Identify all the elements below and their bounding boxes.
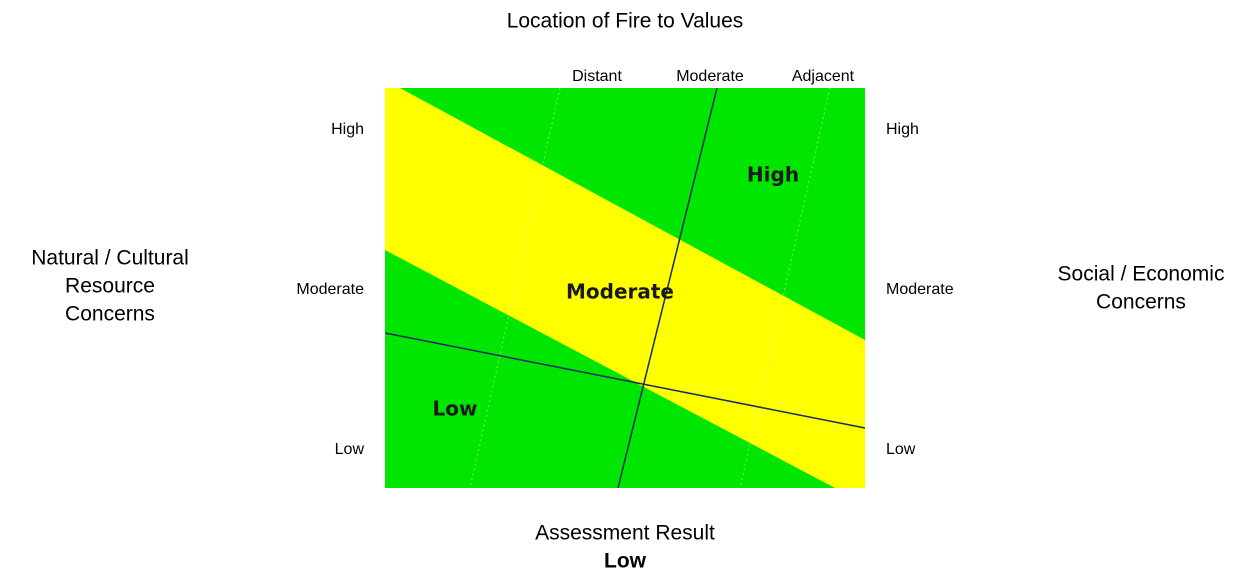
location-line — [617, 87, 718, 489]
yellow-band — [385, 88, 865, 488]
right-title: Concerns — [1096, 291, 1186, 314]
right-level: High — [886, 121, 919, 138]
right-title: Social / Economic — [1058, 263, 1225, 286]
top-label: Moderate — [676, 68, 744, 85]
title: Location of Fire to Values — [507, 10, 744, 33]
result-label: Assessment Result — [535, 522, 715, 545]
left-title: Concerns — [65, 303, 155, 326]
zone-label: High — [747, 163, 799, 187]
top-label: Adjacent — [792, 68, 855, 85]
matrix: High Moderate Low — [384, 87, 866, 489]
left-title: Natural / Cultural — [31, 247, 189, 270]
left-level: Moderate — [296, 281, 364, 298]
zone-label: Low — [433, 397, 478, 421]
left-title: Resource — [65, 275, 155, 298]
concern-line — [384, 332, 866, 429]
guide-line — [739, 87, 831, 489]
right-level: Moderate — [886, 281, 954, 298]
result-value: Low — [604, 550, 647, 573]
right-level: Low — [886, 441, 916, 458]
left-level: Low — [335, 441, 365, 458]
top-label: Distant — [572, 68, 622, 85]
guide-line — [469, 87, 561, 489]
zone-label: Moderate — [566, 280, 674, 304]
left-level: High — [331, 121, 364, 138]
